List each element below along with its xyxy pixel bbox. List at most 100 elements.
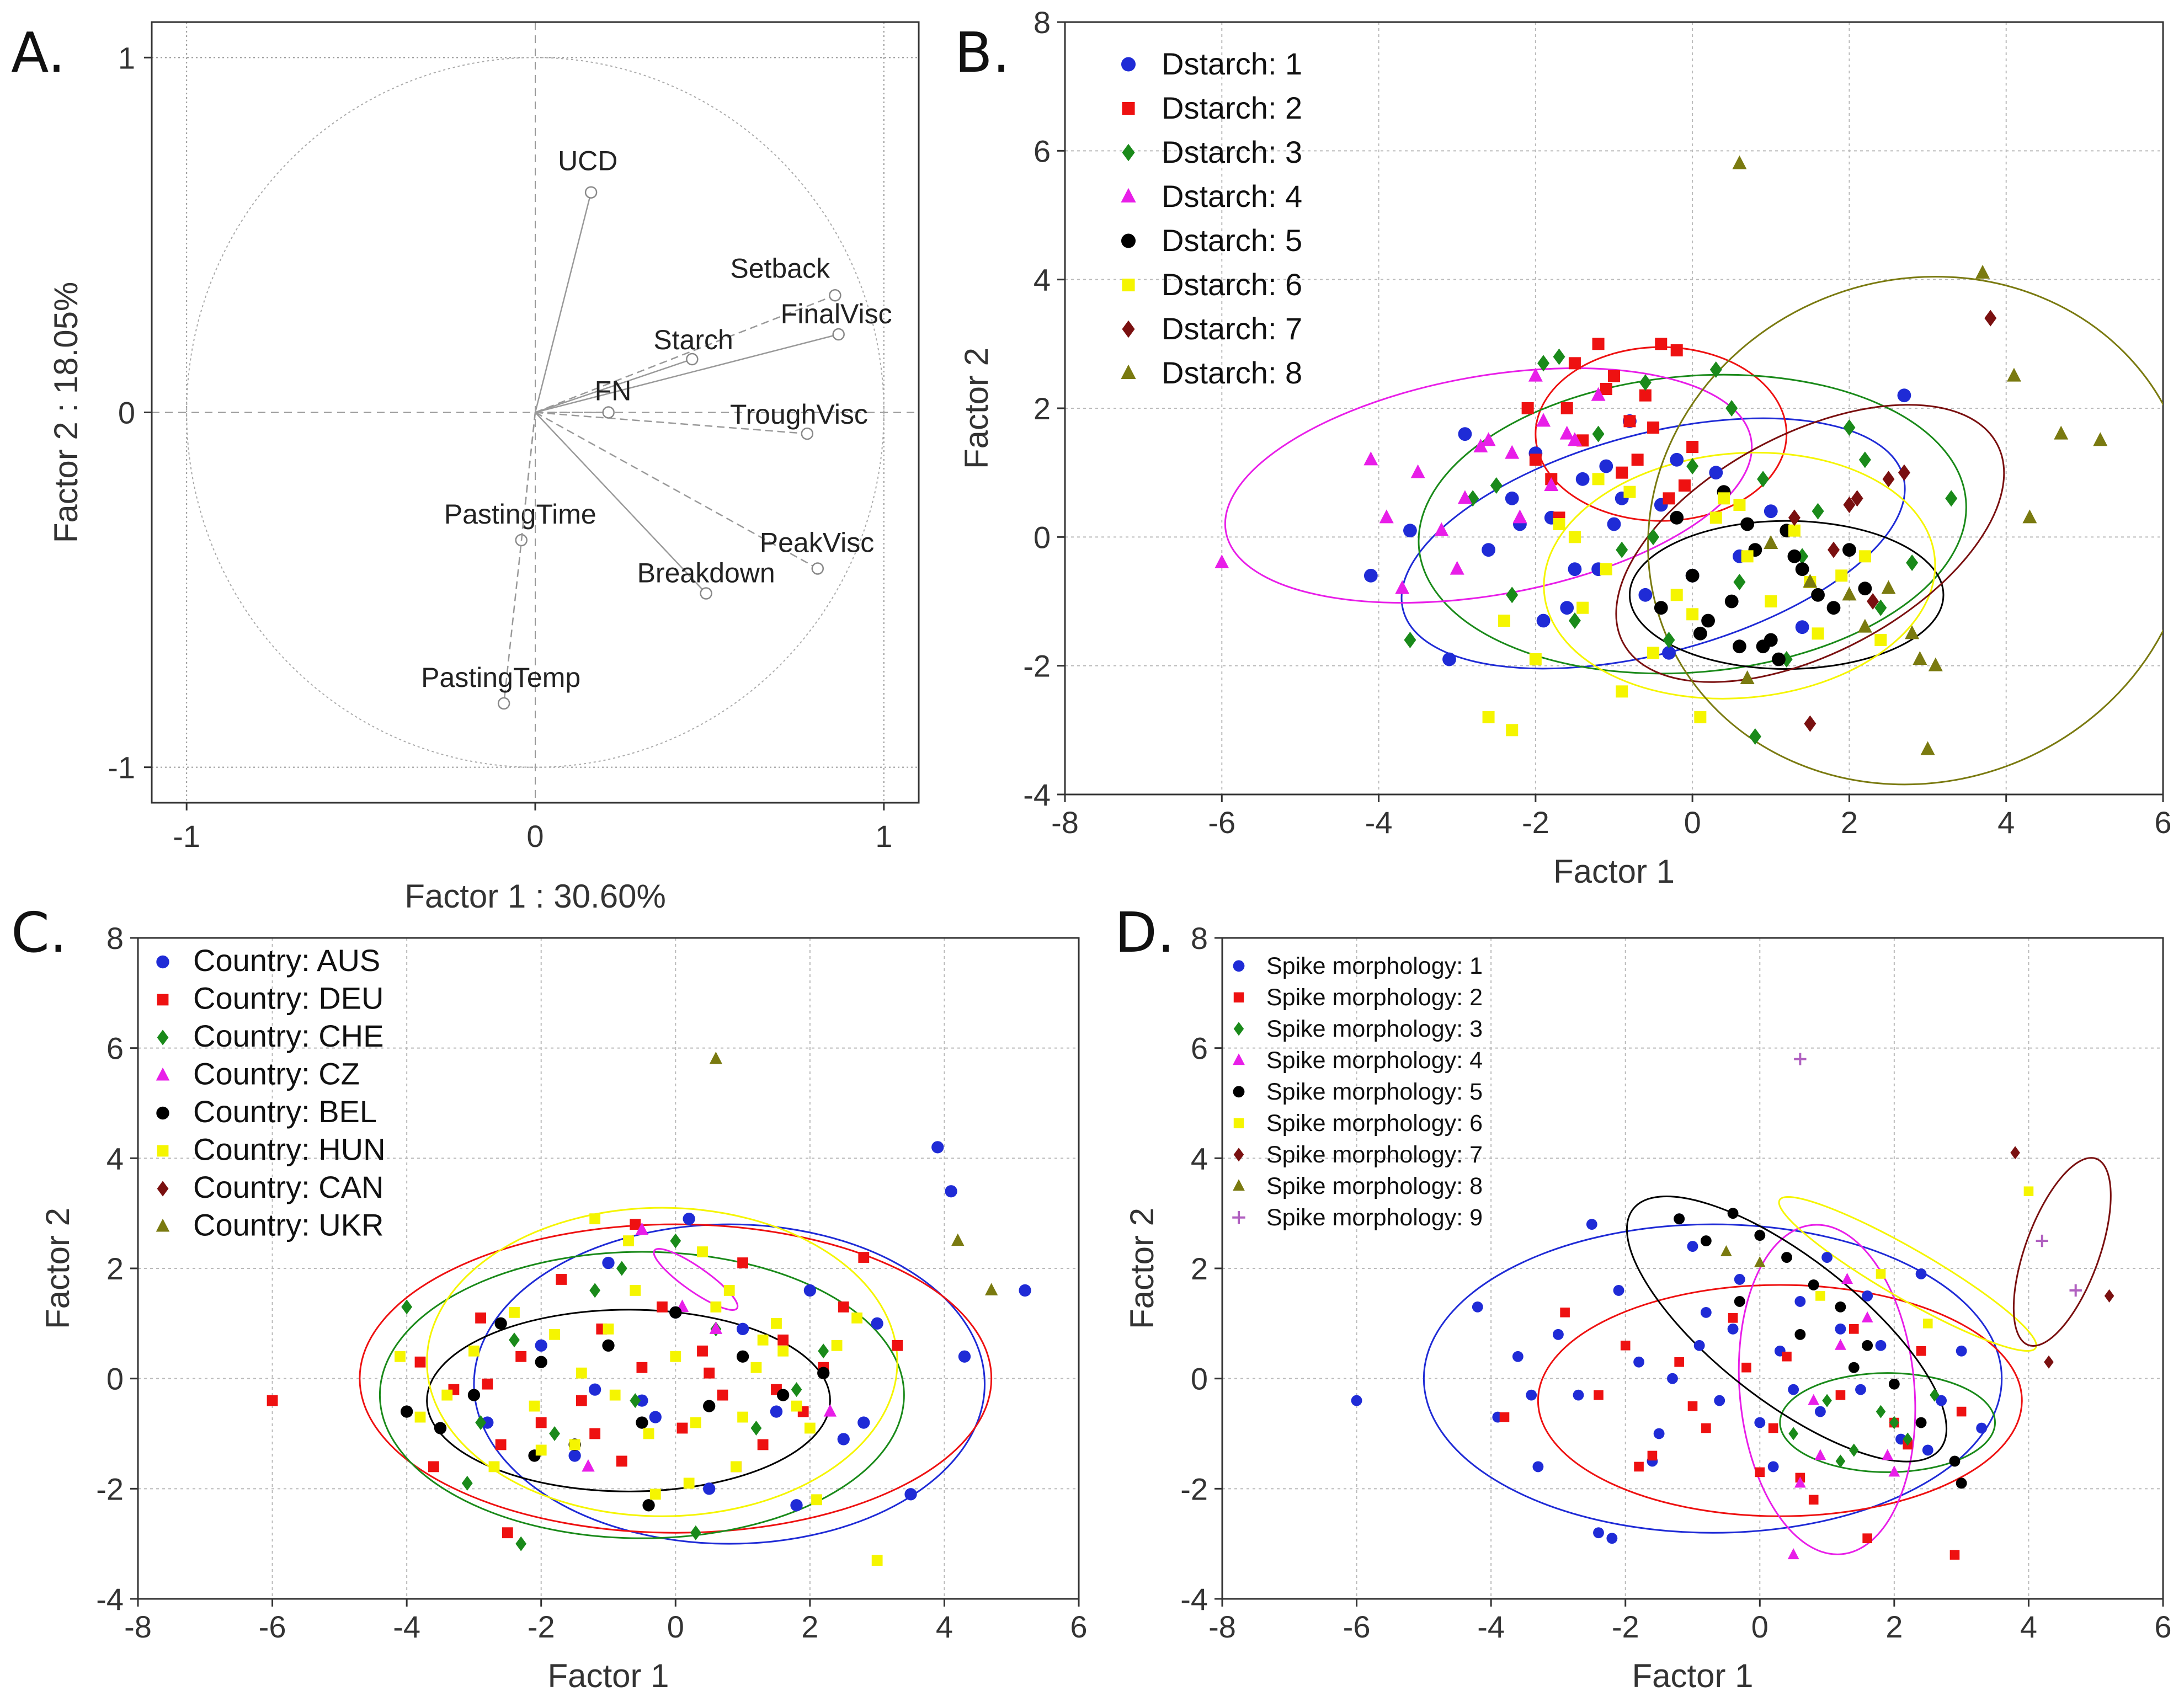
confidence-ellipse (1418, 374, 1967, 675)
data-point (1599, 459, 1613, 473)
legend-label: Dstarch: 3 (1162, 135, 1302, 169)
loading-vector (535, 412, 707, 594)
data-point (1594, 1390, 1604, 1400)
data-point (1732, 155, 1747, 169)
data-point (509, 1332, 520, 1348)
data-point (1851, 490, 1863, 507)
data-point (1529, 653, 1542, 665)
data-point (1608, 370, 1620, 382)
data-point (1395, 580, 1410, 594)
data-point (569, 1439, 580, 1450)
data-point (1667, 1373, 1678, 1384)
legend-label: Spike morphology: 9 (1266, 1204, 1483, 1231)
data-point (1848, 1362, 1860, 1373)
data-point (1631, 454, 1644, 466)
data-point (1442, 652, 1456, 666)
data-point (461, 1475, 473, 1491)
data-point (1693, 626, 1707, 641)
data-point (1670, 510, 1684, 525)
data-point (509, 1306, 520, 1318)
data-point (1754, 1417, 1766, 1428)
confidence-ellipse (379, 1251, 905, 1539)
data-point (414, 1356, 426, 1368)
data-point (1613, 1285, 1624, 1296)
data-point (1976, 1422, 1988, 1434)
data-point (1725, 400, 1738, 417)
data-point (1835, 1301, 1846, 1313)
data-point (636, 1394, 648, 1407)
legend-label: Spike morphology: 1 (1266, 953, 1483, 979)
data-point (515, 1536, 527, 1551)
y-tick-label: 8 (1191, 921, 1208, 956)
data-point (837, 1433, 850, 1445)
data-point (1560, 601, 1574, 615)
legend-marker (156, 1218, 170, 1232)
data-point (1714, 1395, 1725, 1406)
data-point (1575, 472, 1590, 486)
data-point (2006, 367, 2021, 382)
data-point (1764, 504, 1778, 519)
data-point (1457, 490, 1472, 504)
x-tick-label: -2 (1612, 1609, 1639, 1644)
data-point (1686, 441, 1699, 453)
confidence-ellipse (359, 1223, 993, 1534)
data-point (703, 1482, 716, 1495)
data-point (1709, 361, 1722, 378)
data-point (717, 1389, 728, 1401)
loading-label: PastingTemp (421, 662, 580, 693)
data-point (468, 1345, 480, 1357)
x-tick-label: -1 (173, 819, 200, 854)
panel-c-scatter: -8 -6 -4 -2 0 2 4 6 -4 -2 0 2 4 6 8 Factor 1 Factor 2 Cou… (39, 921, 1088, 1694)
loading-point (811, 562, 824, 575)
data-point (1616, 541, 1628, 558)
legend-label: Country: HUN (193, 1132, 386, 1167)
data-point (636, 1416, 648, 1429)
data-point (710, 1301, 722, 1313)
data-point (1700, 1235, 1712, 1247)
data-point (1835, 1390, 1846, 1400)
data-point (1888, 1378, 1900, 1390)
data-point (676, 1422, 688, 1434)
data-point (1568, 562, 1582, 577)
data-point (589, 1213, 601, 1225)
data-point (838, 1301, 849, 1313)
data-point (1568, 531, 1581, 543)
legend-marker (1122, 102, 1135, 115)
data-point (1450, 561, 1464, 575)
data-point (1916, 1346, 1926, 1356)
data-point (945, 1185, 957, 1198)
data-point (1685, 568, 1700, 583)
x-tick-label: 4 (2020, 1609, 2037, 1644)
data-point (1804, 715, 1817, 732)
data-point (1857, 618, 1872, 633)
data-point (723, 1285, 735, 1296)
data-point (582, 1459, 595, 1472)
data-point (984, 1283, 998, 1295)
data-point (1720, 1245, 1732, 1257)
data-point (831, 1340, 843, 1351)
data-point (709, 1321, 723, 1334)
loading-label: Starch (653, 324, 733, 355)
data-point (1788, 524, 1801, 537)
loading-point (584, 186, 598, 199)
data-point (642, 1499, 655, 1512)
data-point (1694, 711, 1707, 723)
data-point (1623, 486, 1636, 498)
data-point (1772, 652, 1786, 666)
data-point (1956, 1345, 1967, 1357)
x-tick-label: -6 (1343, 1609, 1371, 1644)
data-point (1693, 1340, 1705, 1351)
y-axis-label: Factor 2 (1123, 1208, 1160, 1329)
loading-point (602, 406, 615, 419)
data-point (588, 1383, 601, 1396)
legend-label: Dstarch: 2 (1162, 90, 1302, 125)
y-tick-label: -4 (96, 1582, 124, 1617)
data-point (1812, 503, 1824, 520)
legend-marker (1121, 188, 1136, 203)
confidence-ellipse (1779, 1372, 1996, 1473)
data-point (1794, 1476, 1806, 1488)
data-point (495, 1439, 507, 1450)
plot-area (1214, 155, 2163, 786)
data-point (1724, 594, 1739, 609)
data-point (475, 1415, 487, 1431)
